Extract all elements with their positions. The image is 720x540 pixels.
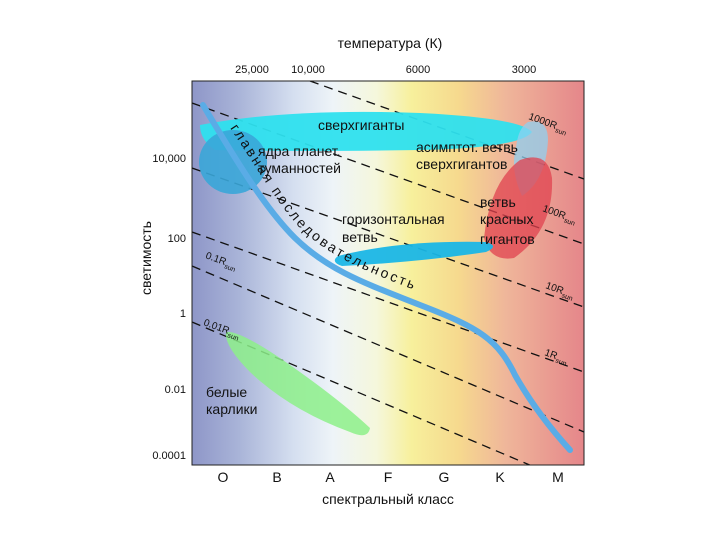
bottom-axis-title: спектральный класс bbox=[322, 491, 454, 507]
radius-line-1 bbox=[192, 231, 584, 373]
radius-line-01 bbox=[192, 265, 584, 433]
class-k: K bbox=[495, 469, 505, 485]
left-tick-10000: 10,000 bbox=[152, 153, 186, 165]
top-tick-10000: 10,000 bbox=[291, 64, 325, 76]
radius-label-10-sub: sun bbox=[561, 292, 574, 302]
wd-label-1: белые bbox=[206, 384, 247, 400]
radius-label-1-value: 1R bbox=[543, 347, 559, 362]
rgb-region bbox=[484, 157, 553, 259]
agb-label-2: сверхгигантов bbox=[416, 156, 507, 172]
main-sequence-curve bbox=[200, 102, 573, 453]
supergiants-region bbox=[200, 111, 532, 151]
left-tick-1: 1 bbox=[180, 308, 186, 320]
top-tick-25000: 25,000 bbox=[235, 64, 269, 76]
class-a: A bbox=[325, 469, 335, 485]
pn-nuclei-label-1: ядра планет. bbox=[258, 143, 341, 159]
top-tick-6000: 6000 bbox=[406, 64, 430, 76]
rgb-label-2: красных bbox=[480, 211, 534, 227]
radius-label-01-sub: sun bbox=[223, 263, 236, 273]
radius-label-001-sub: sun bbox=[226, 332, 239, 342]
radius-line-10 bbox=[192, 167, 584, 308]
hb-region bbox=[334, 241, 493, 266]
left-tick-100: 100 bbox=[168, 233, 186, 245]
radius-label-1000-sub: sun bbox=[554, 127, 567, 137]
regions bbox=[199, 111, 553, 436]
left-axis-title: светимость bbox=[138, 221, 154, 295]
class-m: M bbox=[552, 469, 564, 485]
radius-label-100-sub: sun bbox=[563, 217, 576, 227]
left-tick-001: 0.01 bbox=[165, 384, 186, 396]
class-f: F bbox=[384, 469, 393, 485]
agb-label-1: асимптот. ветвь bbox=[416, 139, 518, 155]
pn-nuclei-label-2: туманностей bbox=[258, 160, 341, 176]
radius-label-1-sub: sun bbox=[554, 357, 567, 367]
rgb-label-1: ветвь bbox=[480, 194, 516, 210]
top-axis-title: температура (К) bbox=[338, 35, 443, 51]
class-g: G bbox=[439, 469, 450, 485]
plot-frame bbox=[191, 80, 585, 466]
wd-region bbox=[225, 331, 370, 436]
radius-line-001 bbox=[192, 321, 532, 465]
supergiants-label: сверхгиганты bbox=[318, 117, 404, 133]
class-o: O bbox=[218, 469, 229, 485]
hb-label-2: ветвь bbox=[342, 229, 378, 245]
class-b: B bbox=[272, 469, 281, 485]
left-tick-00001: 0.0001 bbox=[152, 450, 186, 462]
hb-label-1: горизонтальная bbox=[342, 211, 445, 227]
wd-label-2: карлики bbox=[206, 401, 257, 417]
rgb-label-3: гигантов bbox=[480, 231, 535, 247]
radius-label-1: 1Rsun bbox=[542, 347, 569, 367]
top-tick-3000: 3000 bbox=[512, 64, 536, 76]
